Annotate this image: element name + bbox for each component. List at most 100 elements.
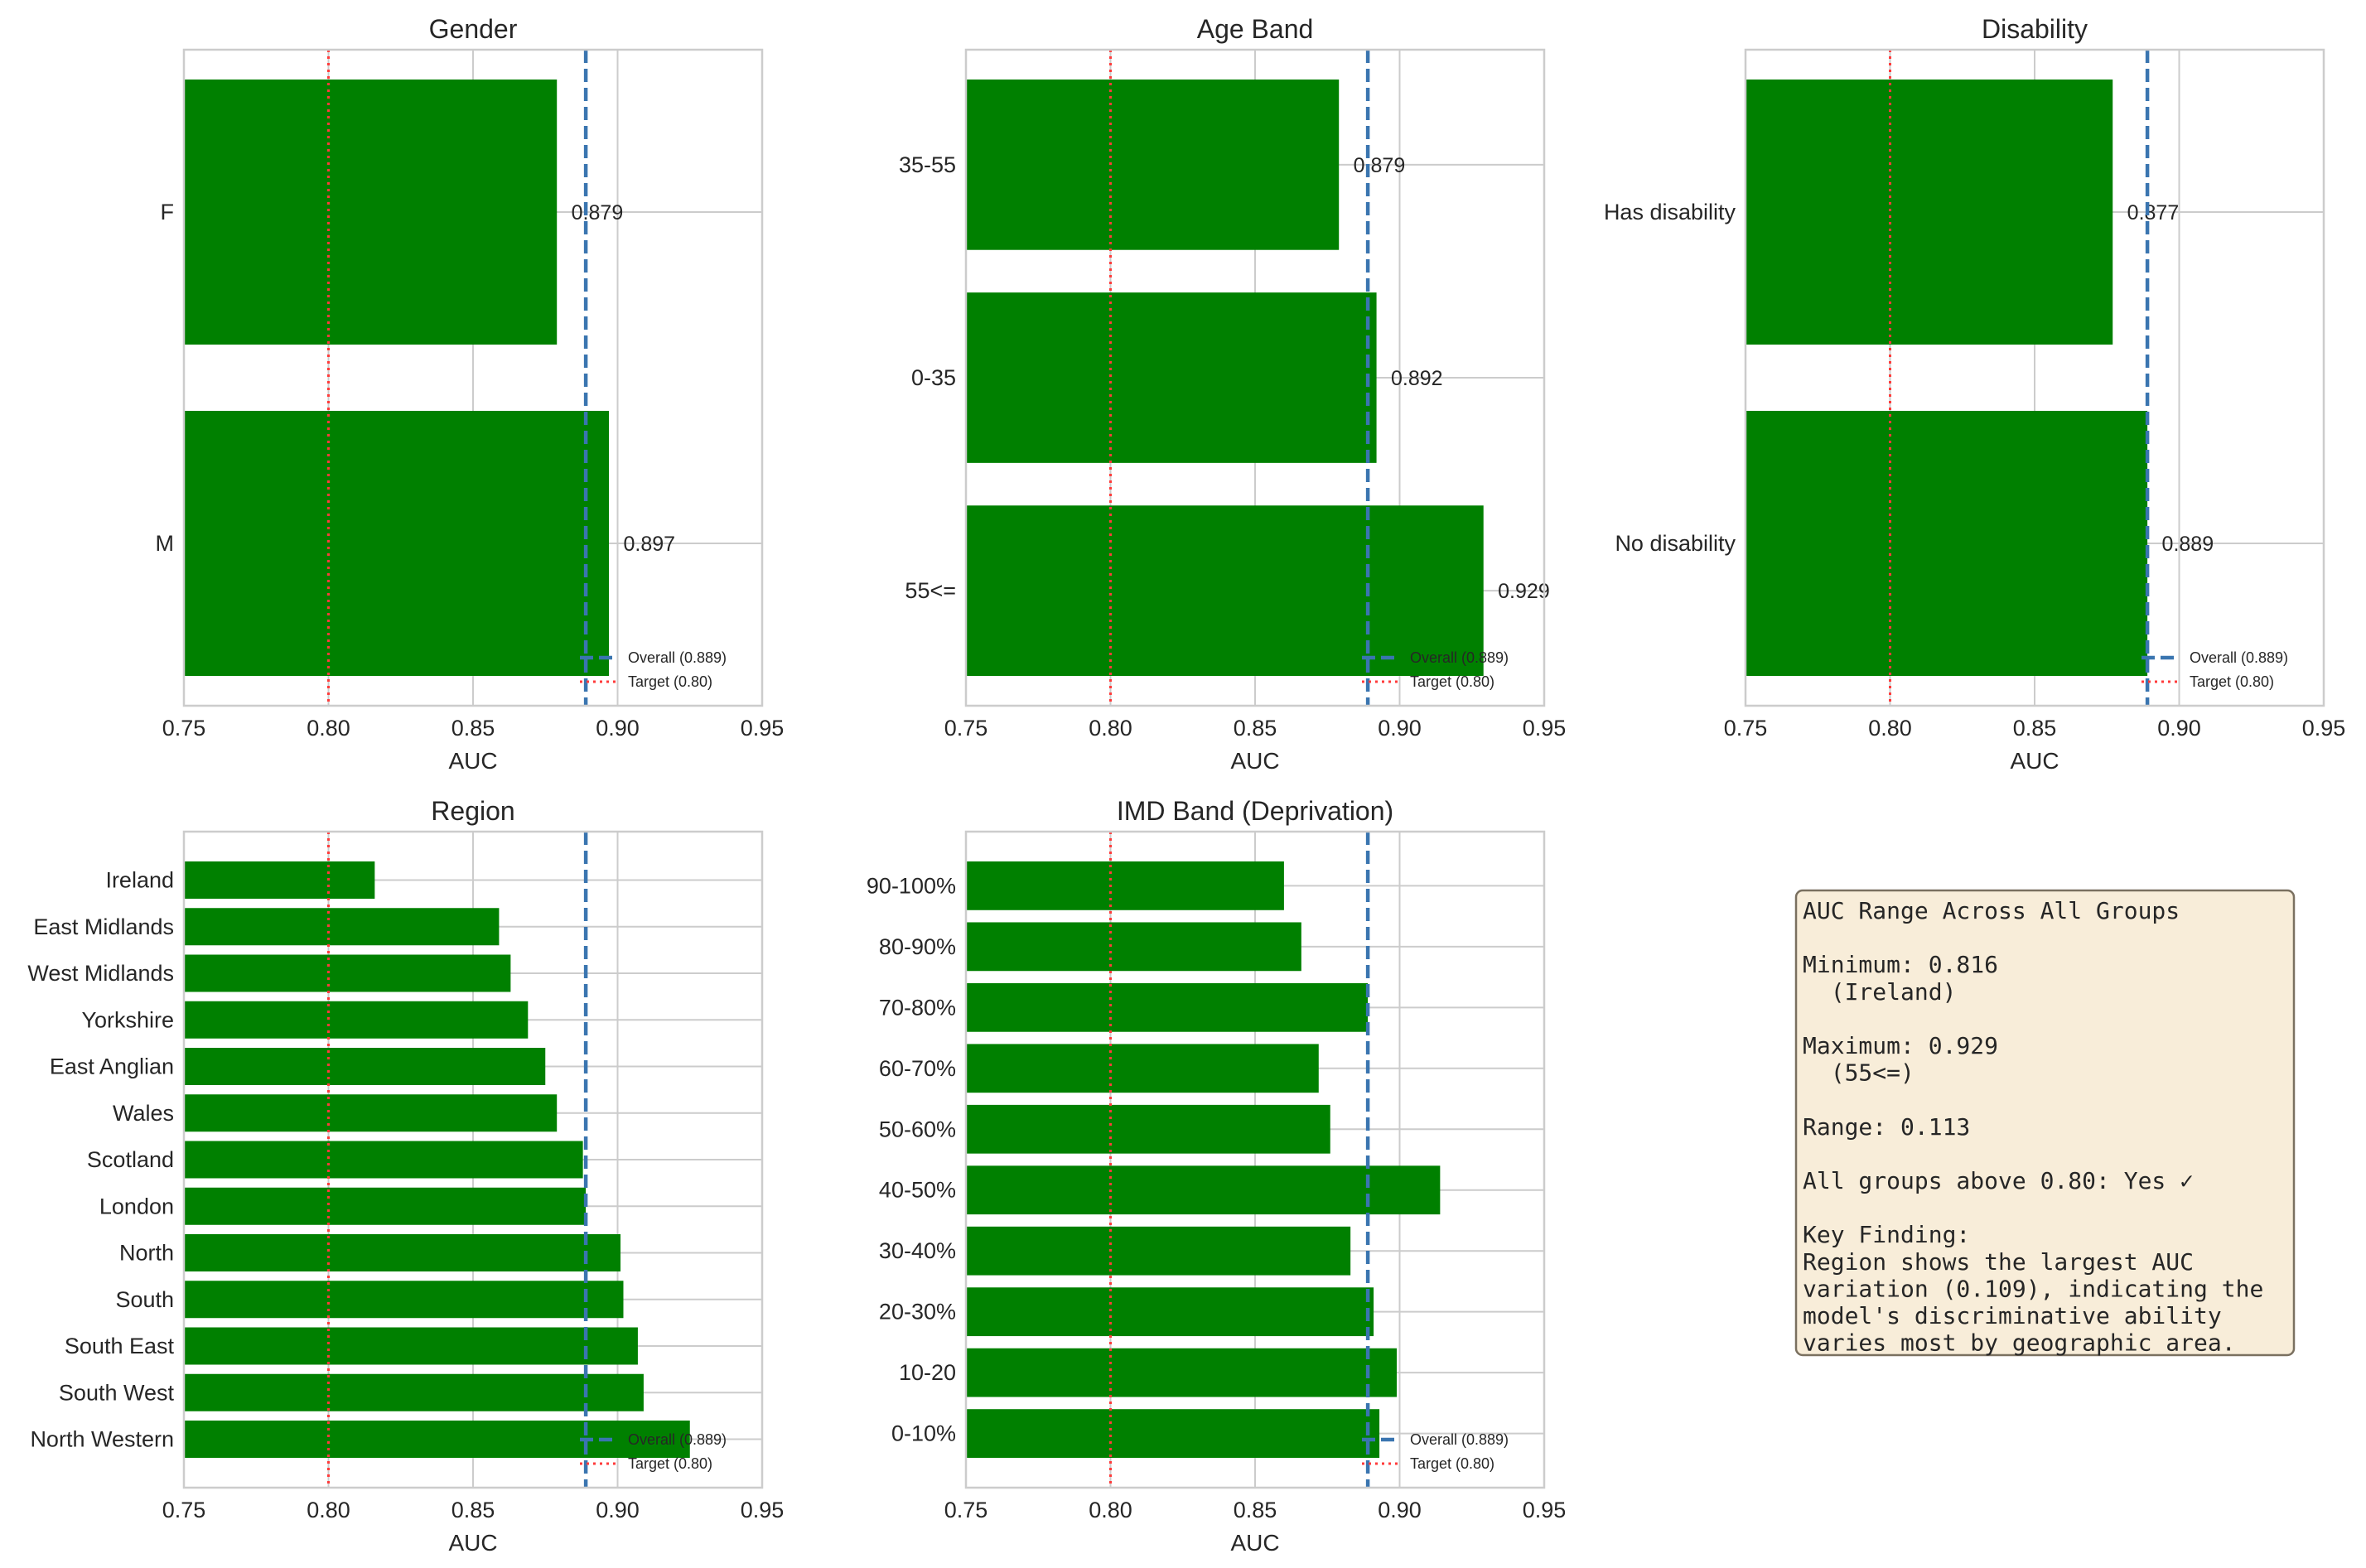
- summary-line: AUC Range Across All Groups: [1803, 897, 2180, 924]
- legend-overall-label: Overall (0.889): [1410, 1431, 1509, 1448]
- x-tick-label: 0.75: [944, 716, 988, 741]
- summary-line: Range: 0.113: [1803, 1113, 1970, 1141]
- chart-title: Region: [431, 796, 514, 826]
- summary-line: model's discriminative ability: [1803, 1302, 2222, 1329]
- y-tick-label: 40-50%: [879, 1178, 956, 1203]
- bar: [966, 1044, 1319, 1093]
- legend-target-label: Target (0.80): [1410, 673, 1494, 690]
- y-tick-label: 20-30%: [879, 1300, 956, 1324]
- x-tick-label: 0.95: [741, 1498, 785, 1522]
- y-tick-label: 70-80%: [879, 995, 956, 1020]
- y-tick-label: 0-35: [911, 365, 956, 390]
- bar: [966, 80, 1340, 250]
- x-tick-label: 0.90: [1378, 1498, 1422, 1522]
- bar: [966, 1165, 1441, 1215]
- bar-value-label: 0.879: [1354, 154, 1406, 177]
- y-tick-label: Ireland: [105, 868, 174, 893]
- bar: [966, 1104, 1330, 1154]
- axes-frame: [182, 48, 764, 707]
- y-tick-label: North: [119, 1241, 174, 1266]
- summary-text-box: AUC Range Across All Groups Minimum: 0.81…: [1794, 889, 2296, 1357]
- x-tick-label: 0.85: [451, 716, 495, 741]
- y-tick-label: Yorkshire: [81, 1007, 174, 1032]
- x-axis-label: AUC: [1230, 748, 1279, 774]
- bar: [184, 861, 375, 899]
- y-tick-label: 90-100%: [867, 873, 956, 898]
- x-tick-label: 0.75: [162, 716, 206, 741]
- x-tick-label: 0.75: [162, 1498, 206, 1522]
- chart-title: Age Band: [1197, 14, 1314, 44]
- chart-panel-imd-band-deprivation-: 0.75 0.80 0.85 0.90 0.95 90-100% 80-90% 70-80% 6…: [867, 796, 1566, 1556]
- legend-overall-label: Overall (0.889): [1410, 649, 1509, 666]
- summary-line: Region shows the largest AUC: [1803, 1248, 2194, 1276]
- y-tick-label: No disability: [1615, 531, 1736, 556]
- bar: [184, 80, 558, 345]
- x-tick-label: 0.90: [596, 716, 640, 741]
- y-tick-label: 0-10%: [891, 1421, 956, 1446]
- x-tick-label: 0.80: [307, 716, 350, 741]
- x-tick-label: 0.85: [2013, 716, 2057, 741]
- x-tick-label: 0.90: [596, 1498, 640, 1522]
- bar: [184, 1421, 690, 1458]
- x-tick-label: 0.80: [1089, 1498, 1132, 1522]
- bar: [966, 861, 1284, 910]
- y-tick-label: West Midlands: [27, 961, 174, 986]
- y-tick-label: F: [161, 200, 175, 224]
- y-tick-label: 60-70%: [879, 1056, 956, 1081]
- chart-panel-gender: 0.75 0.80 0.85 0.90 0.95 F 0.879 M 0.897 Gender AU…: [156, 14, 785, 774]
- x-axis-label: AUC: [2010, 748, 2059, 774]
- chart-title: Gender: [429, 14, 518, 44]
- bar-value-label: 0.879: [572, 201, 624, 224]
- legend-target-label: Target (0.80): [628, 1455, 712, 1472]
- bar: [966, 292, 1377, 463]
- x-tick-label: 0.80: [1089, 716, 1132, 741]
- x-tick-label: 0.80: [307, 1498, 350, 1522]
- y-tick-label: 50-60%: [879, 1117, 956, 1141]
- y-tick-label: North Western: [30, 1427, 174, 1452]
- summary-line: Minimum: 0.816: [1803, 951, 1998, 978]
- bar: [184, 411, 610, 676]
- axes-frame: [1744, 48, 2325, 707]
- x-tick-label: 0.90: [2157, 716, 2201, 741]
- y-tick-label: Has disability: [1604, 200, 1736, 224]
- x-tick-label: 0.85: [451, 1498, 495, 1522]
- x-tick-label: 0.95: [2302, 716, 2346, 741]
- bar: [184, 1141, 583, 1179]
- legend-target-label: Target (0.80): [2190, 673, 2274, 690]
- chart-title: Disability: [1982, 14, 2088, 44]
- bar: [184, 1094, 558, 1132]
- bar: [184, 1001, 529, 1039]
- y-tick-label: Scotland: [87, 1147, 174, 1172]
- x-axis-label: AUC: [1230, 1530, 1279, 1556]
- bar: [966, 1287, 1374, 1337]
- bar: [184, 1187, 587, 1225]
- y-tick-label: East Anglian: [50, 1054, 174, 1079]
- y-tick-label: East Midlands: [33, 914, 174, 939]
- axes-frame: [964, 830, 1546, 1489]
- axes-frame: [182, 830, 764, 1489]
- legend-target-label: Target (0.80): [628, 673, 712, 690]
- x-tick-label: 0.80: [1868, 716, 1912, 741]
- x-tick-label: 0.95: [1523, 1498, 1567, 1522]
- y-tick-label: South West: [59, 1380, 175, 1405]
- bar: [966, 1348, 1398, 1397]
- y-tick-label: South East: [65, 1334, 175, 1358]
- legend-overall-label: Overall (0.889): [628, 1431, 727, 1448]
- summary-box-background: [1794, 889, 2296, 1357]
- x-tick-label: 0.85: [1234, 716, 1277, 741]
- legend-overall-label: Overall (0.889): [628, 649, 727, 666]
- bar-value-label: 0.877: [2127, 201, 2180, 224]
- summary-line: (55<=): [1803, 1059, 1915, 1087]
- bar: [1746, 411, 2148, 676]
- y-tick-label: 55<=: [905, 578, 956, 603]
- summary-line: (Ireland): [1803, 978, 1956, 1006]
- y-tick-label: 35-55: [899, 152, 956, 177]
- y-tick-label: Wales: [113, 1101, 174, 1126]
- y-tick-label: 10-20: [899, 1360, 956, 1385]
- bar: [184, 908, 500, 946]
- bar: [184, 954, 511, 992]
- legend-target-label: Target (0.80): [1410, 1455, 1494, 1472]
- bar: [966, 922, 1301, 972]
- y-tick-label: 80-90%: [879, 934, 956, 959]
